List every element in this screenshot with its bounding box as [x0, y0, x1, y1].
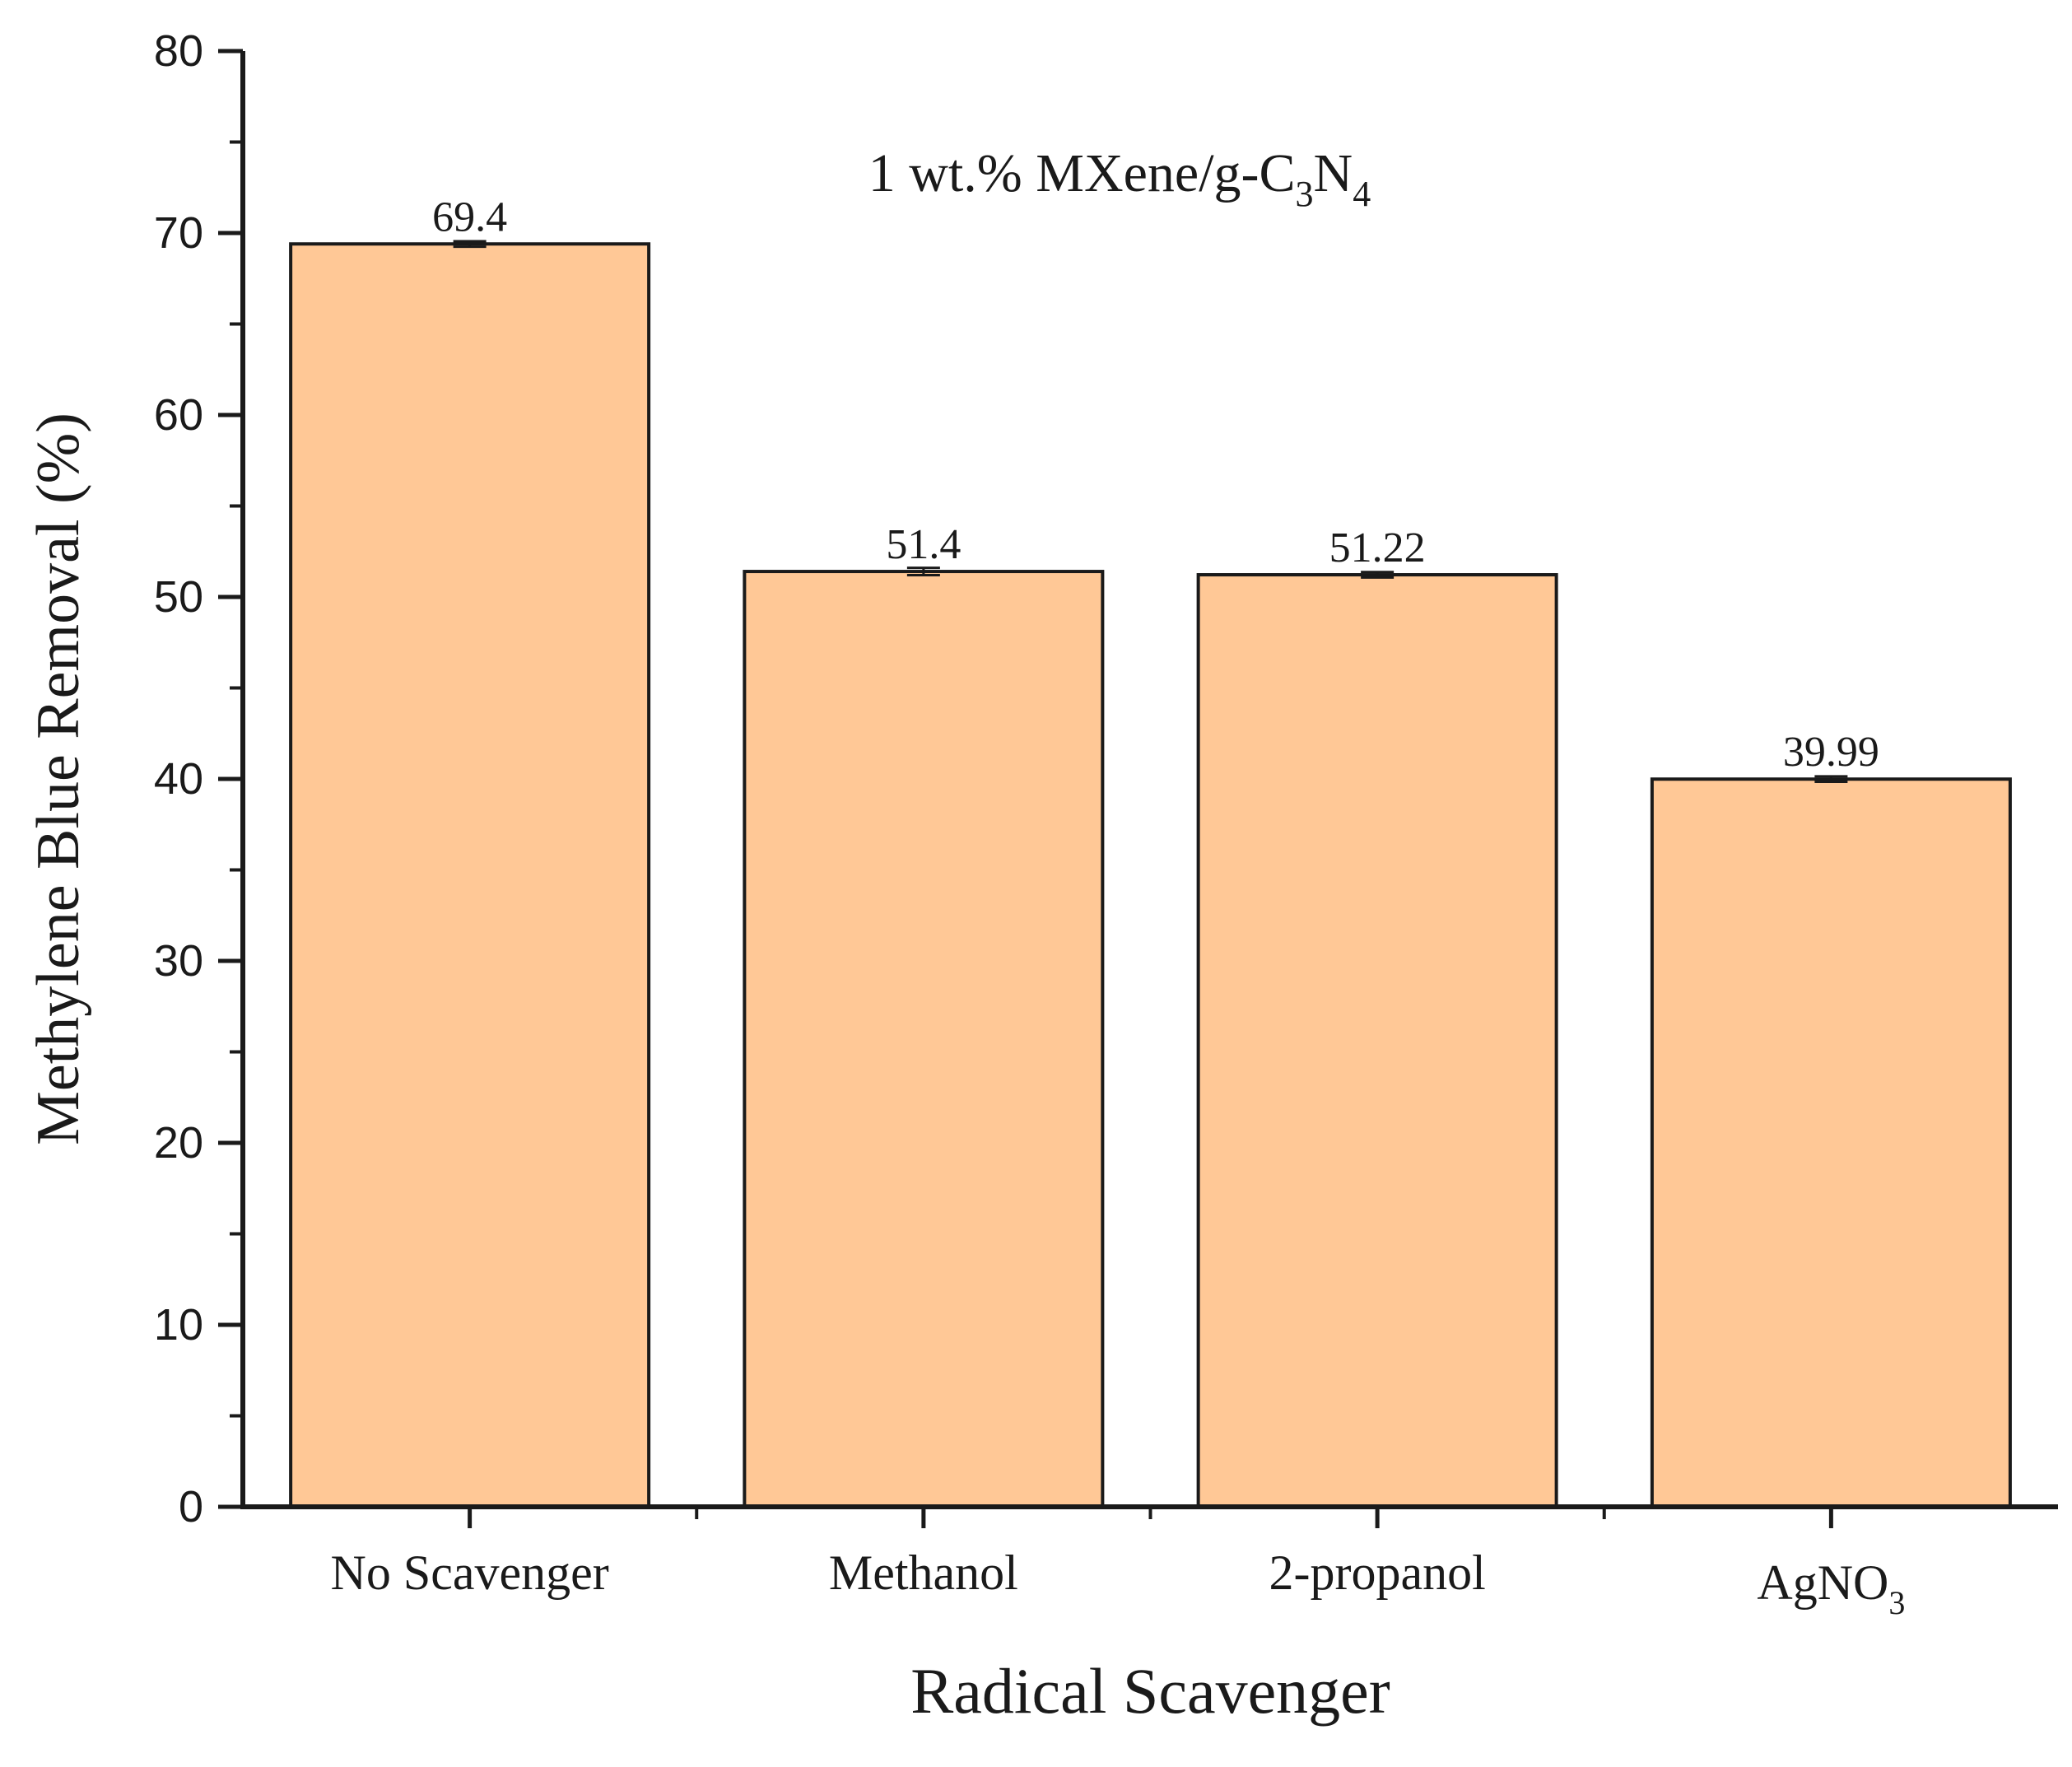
- x-axis-title: Radical Scavenger: [910, 1655, 1390, 1727]
- bars-layer: [289, 240, 2012, 1509]
- x-tick-label: Methanol: [829, 1546, 1018, 1600]
- error-bar: [906, 566, 940, 576]
- y-tick-label: 0: [179, 1482, 203, 1532]
- chart-title: 1 wt.% MXene/g-C3N4: [868, 143, 1371, 214]
- y-tick-label: 30: [154, 936, 203, 986]
- x-tick-label: 2-propanol: [1269, 1546, 1485, 1600]
- x-tick-label: AgNO3: [1757, 1555, 1905, 1621]
- data-label: 39.99: [1783, 729, 1879, 776]
- y-tick-label: 60: [154, 390, 203, 440]
- y-axis-title: Methylene Blue Removal (%): [25, 413, 92, 1145]
- y-tick-label: 80: [154, 26, 203, 76]
- error-bar: [453, 240, 487, 249]
- y-tick-label: 10: [154, 1300, 203, 1350]
- data-label: 51.4: [886, 521, 961, 568]
- bar: [1650, 777, 2012, 1508]
- y-tick-label: 40: [154, 754, 203, 804]
- y-tick-label: 70: [154, 208, 203, 258]
- error-bar: [1361, 571, 1395, 579]
- y-tick-label: 50: [154, 572, 203, 622]
- x-tick-label: No Scavenger: [331, 1546, 609, 1600]
- data-label: 51.22: [1329, 525, 1426, 571]
- y-tick-label: 20: [154, 1118, 203, 1168]
- labels-layer: 1 wt.% MXene/g-C3N4 Radical Scavenger Me…: [25, 143, 1905, 1727]
- error-bar: [1814, 775, 1848, 784]
- bar: [743, 570, 1105, 1508]
- bar: [1196, 573, 1558, 1509]
- ticks-layer: 0 10 20 30 40 50 60 70 80: [154, 26, 1833, 1532]
- data-label: 69.4: [432, 193, 507, 240]
- bar: [289, 242, 651, 1508]
